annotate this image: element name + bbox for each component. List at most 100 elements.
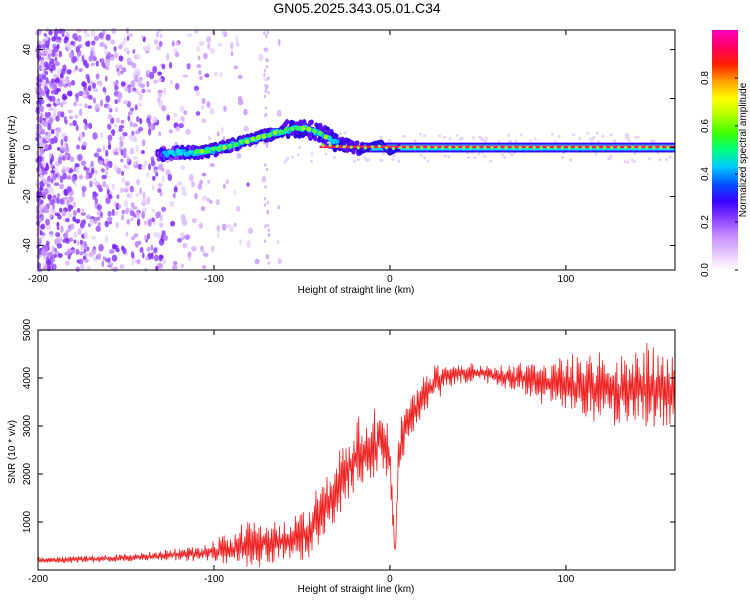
noise-speck (66, 248, 73, 255)
noise-speck (392, 154, 396, 158)
noise-speck (75, 248, 80, 255)
noise-speck (55, 52, 58, 59)
carrier-peak-mark (638, 145, 642, 150)
noise-speck (136, 178, 141, 186)
noise-speck (111, 27, 117, 35)
noise-speck (209, 48, 215, 52)
noise-speck (229, 42, 234, 50)
noise-speck (489, 159, 493, 163)
noise-speck (247, 227, 254, 235)
noise-speck (113, 164, 118, 172)
noise-speck (86, 246, 90, 252)
noise-speck (83, 118, 88, 124)
noise-speck (45, 90, 50, 98)
noise-speck (83, 232, 89, 240)
noise-speck (187, 256, 192, 262)
noise-speck (56, 243, 63, 249)
noise-speck (153, 39, 159, 45)
noise-speck (88, 251, 95, 258)
noise-speck (157, 77, 162, 83)
ridge-peak-mark (216, 146, 222, 152)
noise-speck (68, 115, 74, 120)
noise-speck (56, 193, 61, 199)
noise-speck (128, 33, 134, 37)
carrier-peak-mark (398, 145, 403, 150)
noise-speck (144, 234, 147, 241)
noise-speck (65, 217, 70, 223)
noise-speck (135, 116, 140, 123)
noise-speck (203, 252, 209, 258)
ridge-peak-mark (300, 125, 306, 131)
noise-speck (508, 140, 512, 144)
noise-speck (76, 239, 80, 247)
noise-speck (147, 196, 151, 204)
noise-speck (193, 85, 200, 92)
noise-speck (83, 124, 88, 131)
noise-speck (129, 185, 135, 193)
noise-speck (264, 185, 267, 189)
noise-speck (67, 90, 73, 97)
noise-speck (106, 217, 113, 221)
carrier-peak-mark (328, 143, 332, 147)
noise-speck (69, 156, 75, 163)
noise-speck (60, 225, 64, 233)
noise-speck (49, 58, 55, 65)
noise-speck (140, 34, 144, 39)
noise-speck (96, 148, 102, 153)
noise-speck (277, 38, 281, 46)
noise-speck (56, 127, 62, 133)
noise-speck (141, 150, 145, 154)
noise-speck (71, 56, 77, 64)
carrier-peak-mark (652, 145, 656, 150)
carrier-peak-mark (546, 145, 550, 150)
noise-speck (115, 248, 120, 253)
noise-speck (59, 207, 63, 213)
noise-speck (161, 167, 165, 172)
ridge-band-mark (159, 147, 164, 153)
noise-speck (118, 124, 125, 129)
noise-speck (48, 107, 54, 112)
noise-speck (62, 95, 68, 100)
noise-speck (588, 137, 592, 141)
noise-speck (104, 50, 109, 55)
noise-speck (53, 108, 57, 115)
noise-speck (159, 214, 163, 222)
noise-speck (65, 229, 69, 234)
noise-speck (152, 116, 158, 124)
noise-speck (550, 132, 554, 136)
noise-speck (55, 232, 61, 238)
noise-speck (107, 103, 111, 111)
noise-speck (233, 189, 237, 196)
noise-speck (501, 153, 505, 157)
noise-speck (131, 236, 136, 241)
noise-speck (180, 232, 185, 238)
noise-speck (196, 45, 201, 53)
carrier-peak-mark (335, 144, 339, 148)
noise-speck (423, 134, 427, 138)
noise-speck (56, 196, 60, 205)
noise-speck (131, 258, 135, 266)
noise-speck (229, 226, 234, 233)
noise-speck (78, 108, 83, 116)
noise-speck (146, 89, 152, 93)
noise-speck (343, 131, 347, 135)
noise-speck (67, 224, 72, 232)
noise-speck (364, 156, 368, 160)
carrier-peak-mark (342, 145, 346, 149)
noise-speck (113, 201, 117, 207)
noise-speck (124, 87, 129, 92)
noise-speck (277, 258, 282, 265)
noise-speck (157, 91, 163, 98)
colorbar-tick-label: 0.4 (700, 167, 711, 181)
noise-speck (42, 262, 45, 267)
noise-speck (61, 168, 66, 174)
noise-speck (166, 114, 171, 121)
noise-speck (86, 265, 92, 271)
noise-speck (115, 64, 121, 69)
noise-speck (402, 134, 406, 138)
ridge-band-mark (355, 140, 360, 146)
noise-speck (533, 137, 537, 141)
noise-speck (40, 65, 46, 70)
noise-speck (283, 160, 287, 164)
